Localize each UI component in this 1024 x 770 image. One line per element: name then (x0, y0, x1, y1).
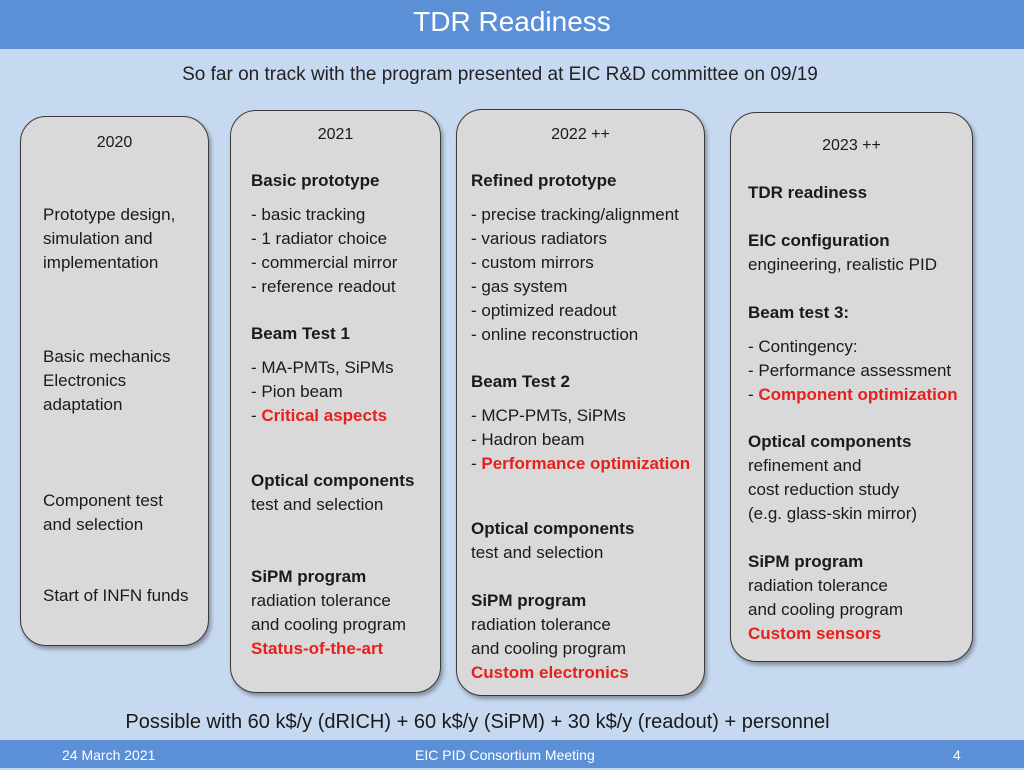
text-line: Electronics (43, 371, 127, 390)
text-line: and cooling program (471, 639, 626, 658)
card-2020: 2020 Prototype design, simulation and im… (20, 116, 209, 646)
block-beam-test-2: Beam Test 2 - MCP-PMTs, SiPMs - Hadron b… (471, 370, 690, 476)
text-line: - commercial mirror (251, 253, 398, 272)
section-heading: EIC configuration (748, 231, 890, 250)
text-line: - precise tracking/alignment (471, 205, 679, 224)
section-heading: Beam test 3: (748, 303, 850, 322)
highlight-text: Critical aspects (261, 406, 388, 425)
funding-note: Possible with 60 k$/y (dRICH) + 60 k$/y … (125, 711, 830, 733)
text-line: Component test (43, 491, 164, 510)
block-eic-configuration: EIC configuration engineering, realistic… (748, 229, 937, 277)
section-heading: Basic prototype (251, 171, 380, 190)
block-optical-components: Optical components refinement and cost r… (748, 430, 917, 526)
text-line: Basic mechanics (43, 347, 171, 366)
text-line: - various radiators (471, 229, 608, 248)
block-sipm-program: SiPM program radiation tolerance and coo… (471, 589, 629, 685)
text-line: test and selection (251, 495, 384, 514)
block-prototype-design: Prototype design, simulation and impleme… (43, 203, 175, 275)
text-line: - reference readout (251, 277, 396, 296)
highlight-text: Custom electronics (471, 663, 629, 682)
footer-event: EIC PID Consortium Meeting (415, 747, 595, 763)
year-label: 2022 ++ (551, 126, 610, 143)
section-heading: SiPM program (748, 552, 864, 571)
block-sipm-program: SiPM program radiation tolerance and coo… (251, 565, 406, 661)
text-line: and cooling program (748, 600, 903, 619)
text-line: Start of INFN funds (43, 586, 189, 605)
highlight-text: Status-of-the-art (251, 639, 384, 658)
text-line: - MCP-PMTs, SiPMs (471, 406, 626, 425)
text-line: and cooling program (251, 615, 406, 634)
section-heading: SiPM program (251, 567, 367, 586)
text-line: cost reduction study (748, 480, 900, 499)
text-line: and selection (43, 515, 144, 534)
text-line: - gas system (471, 277, 568, 296)
block-beam-test-1: Beam Test 1 - MA-PMTs, SiPMs - Pion beam… (251, 322, 394, 428)
section-heading: Optical components (748, 432, 912, 451)
text-line: radiation tolerance (748, 576, 888, 595)
highlight-text: Custom sensors (748, 624, 882, 643)
section-heading: TDR readiness (748, 183, 868, 202)
section-heading: Optical components (471, 519, 635, 538)
block-sipm-program: SiPM program radiation tolerance and coo… (748, 550, 903, 646)
text-line: simulation and (43, 229, 153, 248)
section-heading: SiPM program (471, 591, 587, 610)
page-number: 4 (953, 747, 961, 763)
text-line: - Performance optimization (471, 452, 690, 476)
slide-title: TDR Readiness (0, 0, 1024, 49)
text-line: - basic tracking (251, 205, 366, 224)
text-line: refinement and (748, 456, 862, 475)
dash: - (748, 385, 759, 404)
year-label: 2021 (317, 126, 354, 143)
text-line: engineering, realistic PID (748, 255, 937, 274)
text-line: test and selection (471, 543, 604, 562)
block-component-test: Component test and selection (43, 489, 163, 537)
text-line: - 1 radiator choice (251, 229, 388, 248)
text-line: implementation (43, 253, 159, 272)
text-line: - Pion beam (251, 382, 343, 401)
footer-date: 24 March 2021 (62, 747, 156, 763)
year-label: 2023 ++ (822, 137, 881, 154)
block-infn-funds: Start of INFN funds (43, 584, 189, 608)
block-basic-mechanics: Basic mechanics Electronics adaptation (43, 345, 171, 417)
card-2022: 2022 ++ Refined prototype - precise trac… (456, 109, 705, 696)
section-heading: Beam Test 1 (251, 324, 350, 343)
text-line: (e.g. glass-skin mirror) (748, 504, 918, 523)
text-line: Prototype design, (43, 205, 176, 224)
text-line: - optimized readout (471, 301, 617, 320)
card-2021: 2021 Basic prototype - basic tracking - … (230, 110, 441, 693)
text-line: radiation tolerance (251, 591, 391, 610)
card-2023: 2023 ++ TDR readiness EIC configuration … (730, 112, 973, 662)
text-line: - Critical aspects (251, 404, 394, 428)
dash: - (471, 454, 482, 473)
block-refined-prototype: Refined prototype - precise tracking/ali… (471, 169, 679, 347)
subtitle: So far on track with the program present… (182, 64, 818, 85)
section-heading: Beam Test 2 (471, 372, 570, 391)
highlight-text: Component optimization (758, 385, 958, 404)
block-beam-test-3: Beam test 3: - Contingency: - Performanc… (748, 301, 958, 407)
text-line: - MA-PMTs, SiPMs (251, 358, 394, 377)
section-heading: Optical components (251, 471, 415, 490)
text-line: - Contingency: (748, 337, 858, 356)
footer-bar: 24 March 2021 EIC PID Consortium Meeting… (0, 740, 1024, 768)
block-optical-components: Optical components test and selection (471, 517, 634, 565)
highlight-text: Performance optimization (481, 454, 691, 473)
text-line: - Performance assessment (748, 361, 952, 380)
text-line: - custom mirrors (471, 253, 594, 272)
dash: - (251, 406, 262, 425)
block-tdr-readiness: TDR readiness (748, 181, 867, 205)
text-line: radiation tolerance (471, 615, 611, 634)
text-line: - Hadron beam (471, 430, 585, 449)
text-line: - Component optimization (748, 383, 958, 407)
block-optical-components: Optical components test and selection (251, 469, 414, 517)
text-line: adaptation (43, 395, 123, 414)
text-line: - online reconstruction (471, 325, 639, 344)
block-basic-prototype: Basic prototype - basic tracking - 1 rad… (251, 169, 397, 299)
year-label: 2020 (96, 134, 133, 151)
section-heading: Refined prototype (471, 171, 617, 190)
